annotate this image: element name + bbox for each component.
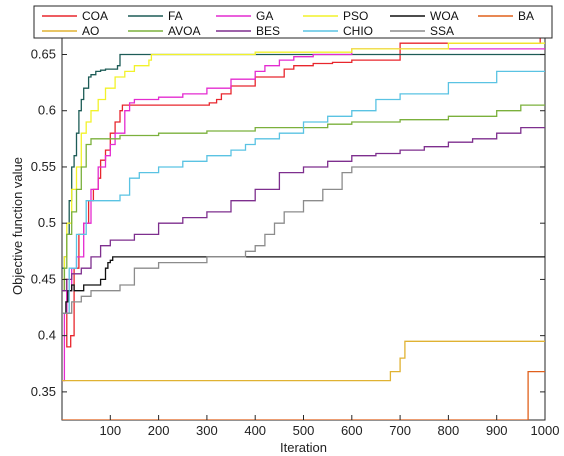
legend-label-ga: GA: [256, 9, 273, 23]
legend-label-avoa: AVOA: [168, 24, 200, 38]
x-tick-label: 300: [196, 423, 218, 438]
x-tick-label: 700: [389, 423, 411, 438]
legend-label-chio: CHIO: [343, 24, 373, 38]
legend-label-pso: PSO: [343, 9, 368, 23]
y-tick-label: 0.5: [38, 215, 56, 230]
series-line-fa: [62, 53, 545, 269]
legend-label-ao: AO: [82, 24, 99, 38]
y-tick-label: 0.35: [31, 384, 56, 399]
series-layer: [62, 36, 545, 420]
series-line-woa: [62, 256, 545, 314]
y-tick-label: 0.45: [31, 271, 56, 286]
series-line-ao: [62, 340, 545, 382]
plot-area: [61, 31, 546, 421]
series-line-chio: [62, 70, 545, 314]
x-tick-label: 1000: [531, 423, 560, 438]
series-line-pso: [62, 42, 545, 281]
x-axis: 100 200 300 400 500 600 700 800 900 1000: [99, 32, 559, 438]
legend-label-woa: WOA: [430, 9, 459, 23]
x-tick-label: 400: [244, 423, 266, 438]
y-axis-label: Objective function value: [10, 157, 25, 295]
legend-label-fa: FA: [168, 9, 183, 23]
x-tick-label: 600: [341, 423, 363, 438]
series-line-ga: [62, 48, 545, 382]
x-tick-label: 200: [148, 423, 170, 438]
x-axis-label: Iteration: [280, 440, 327, 455]
x-tick-label: 800: [438, 423, 460, 438]
y-tick-label: 0.6: [38, 103, 56, 118]
legend: COA FA GA PSO WOA BA AO AVOA BES CHIO SSA: [33, 5, 553, 39]
series-line-coa: [62, 36, 545, 348]
series-line-bes: [62, 126, 545, 292]
x-tick-label: 900: [486, 423, 508, 438]
plot-frame: [61, 31, 546, 421]
y-tick-label: 0.65: [31, 46, 56, 61]
series-line-ssa: [62, 166, 545, 314]
y-tick-label: 0.55: [31, 159, 56, 174]
series-line-avoa: [62, 104, 545, 292]
legend-label-ba: BA: [518, 9, 534, 23]
legend-label-bes: BES: [256, 24, 280, 38]
y-axis: 0.35 0.4 0.45 0.5 0.55 0.6 0.65: [31, 46, 545, 399]
legend-box: [33, 5, 553, 39]
y-tick-label: 0.4: [38, 328, 56, 343]
series-line-ba: [62, 370, 545, 420]
x-tick-label: 100: [99, 423, 121, 438]
legend-label-ssa: SSA: [430, 24, 454, 38]
x-tick-label: 500: [293, 423, 315, 438]
legend-label-coa: COA: [82, 9, 108, 23]
